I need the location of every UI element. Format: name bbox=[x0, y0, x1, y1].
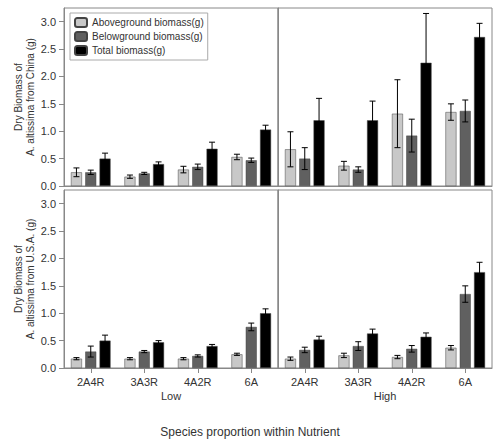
svg-text:3A3R: 3A3R bbox=[130, 376, 158, 388]
svg-text:0.0: 0.0 bbox=[41, 362, 56, 374]
svg-text:Belowground biomass(g): Belowground biomass(g) bbox=[92, 31, 203, 42]
svg-text:Total biomass(g): Total biomass(g) bbox=[92, 45, 165, 56]
svg-text:2.0: 2.0 bbox=[41, 70, 56, 82]
svg-text:2A4R: 2A4R bbox=[291, 376, 319, 388]
svg-text:2.5: 2.5 bbox=[41, 43, 56, 55]
svg-text:2.5: 2.5 bbox=[41, 225, 56, 237]
svg-text:Aboveground biomass(g): Aboveground biomass(g) bbox=[92, 17, 204, 28]
svg-text:High: High bbox=[374, 390, 397, 402]
svg-text:4A2R: 4A2R bbox=[398, 376, 426, 388]
svg-text:0.5: 0.5 bbox=[41, 335, 56, 347]
svg-text:3.0: 3.0 bbox=[41, 198, 56, 210]
svg-text:1.5: 1.5 bbox=[41, 98, 56, 110]
svg-text:3A3R: 3A3R bbox=[344, 376, 372, 388]
svg-text:4A2R: 4A2R bbox=[184, 376, 212, 388]
svg-text:Species proportion within Nutr: Species proportion within Nutrient bbox=[160, 425, 340, 439]
svg-text:3.0: 3.0 bbox=[41, 16, 56, 28]
svg-text:6A: 6A bbox=[245, 376, 259, 388]
svg-text:1.0: 1.0 bbox=[41, 307, 56, 319]
svg-text:Dry Biomass of: Dry Biomass of bbox=[13, 63, 24, 131]
svg-text:2A4R: 2A4R bbox=[77, 376, 105, 388]
svg-text:0.0: 0.0 bbox=[41, 180, 56, 192]
svg-text:2.0: 2.0 bbox=[41, 252, 56, 264]
svg-text:1.0: 1.0 bbox=[41, 125, 56, 137]
svg-text:Dry Biomass of: Dry Biomass of bbox=[13, 245, 24, 313]
svg-text:0.5: 0.5 bbox=[41, 153, 56, 165]
svg-text:A. altissima from China (g): A. altissima from China (g) bbox=[25, 38, 36, 156]
svg-text:1.5: 1.5 bbox=[41, 280, 56, 292]
svg-text:A. altissima from U.S.A. (g): A. altissima from U.S.A. (g) bbox=[25, 219, 36, 340]
svg-text:Low: Low bbox=[161, 390, 181, 402]
svg-text:6A: 6A bbox=[459, 376, 473, 388]
